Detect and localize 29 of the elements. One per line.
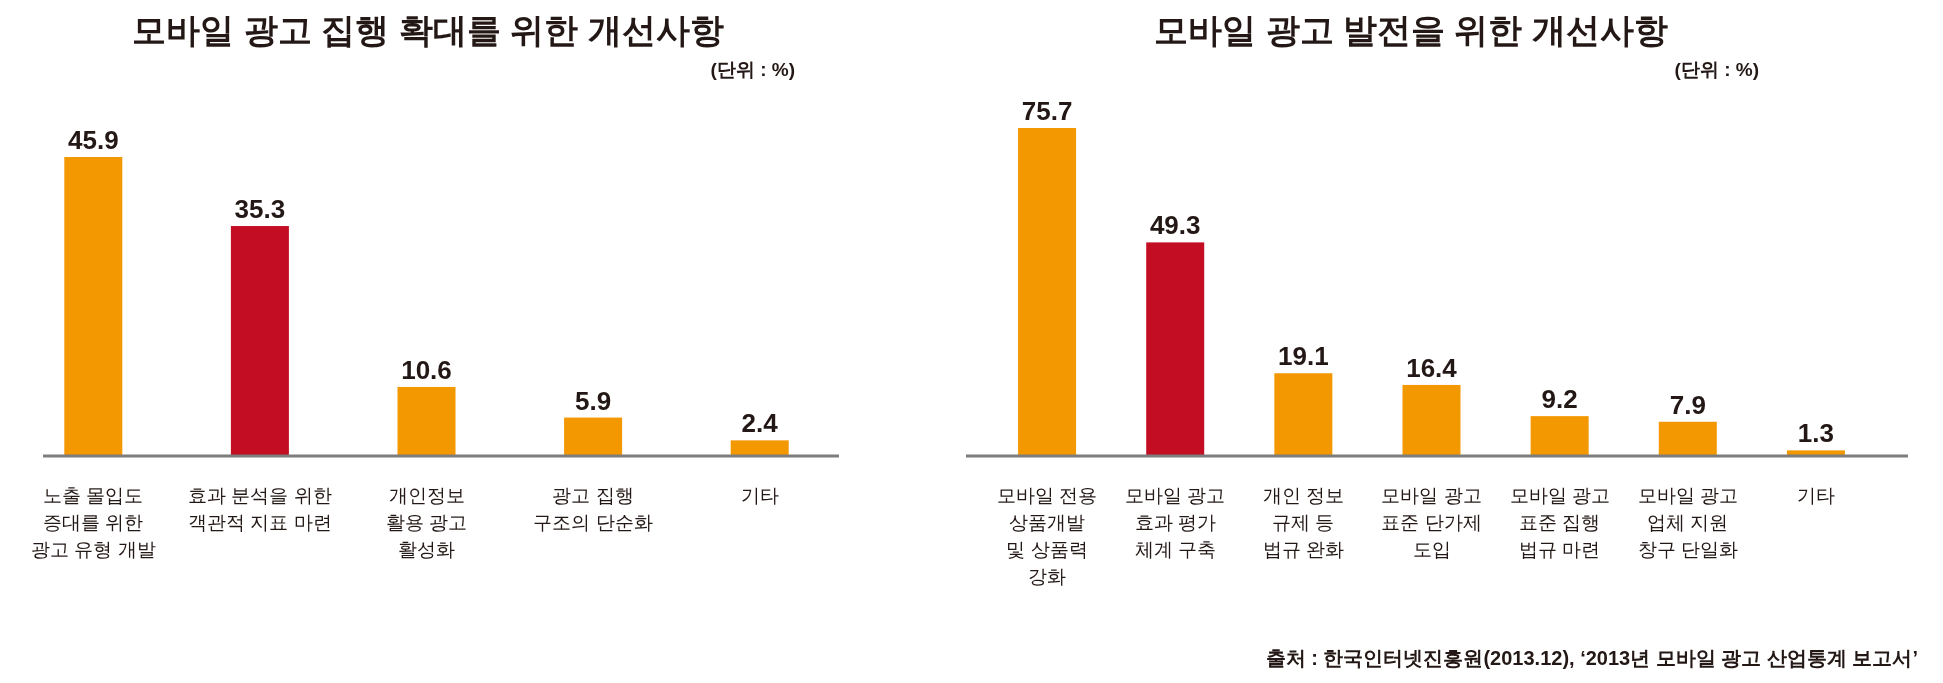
data-label: 1.3 — [1797, 418, 1835, 449]
x-tick-label: 기타 — [740, 485, 779, 506]
x-tick-label: 모바일 광고 표준 집행 법규 마련 — [1509, 485, 1610, 560]
x-tick-label: 노출 몰입도 증대를 위한 광고 유형 개발 — [31, 485, 156, 560]
text: (단위 : %) — [710, 59, 795, 80]
x-tick-label: 모바일 전용 상품개발 및 상품력 강화 — [996, 485, 1098, 587]
x-tick-label: 개인 정보 규제 등 법규 완화 — [1262, 485, 1344, 560]
text: (단위 : %) — [1674, 59, 1759, 80]
data-label: 75.7 — [1021, 96, 1073, 126]
chart-title: 모바일 광고 발전을 위한 개선사항 — [1154, 11, 1668, 49]
x-tick-label: 모바일 광고 표준 단가제 도입 — [1381, 485, 1482, 560]
data-label: 19.1 — [1278, 341, 1329, 372]
x-tick-label: 효과 분석을 위한 객관적 지표 마련 — [188, 485, 332, 533]
data-label: 49.3 — [1149, 210, 1201, 241]
x-tick-label: 개인정보 활용 광고 활성화 — [385, 485, 468, 560]
x-tick-label: 광고 집행 구조의 단순화 — [533, 485, 653, 533]
x-tick-label: 기타 — [1796, 485, 1835, 506]
data-label: 16.4 — [1406, 352, 1458, 383]
data-label: 10.6 — [401, 354, 452, 385]
data-label: 35.3 — [234, 194, 286, 225]
data-label: 2.4 — [741, 408, 779, 439]
data-label: 45.9 — [68, 125, 119, 155]
chart-title: 모바일 광고 집행 확대를 위한 개선사항 — [132, 11, 724, 49]
x-tick-label: 모바일 광고 업체 지원 창구 단일화 — [1637, 485, 1738, 560]
x-tick-label: 모바일 광고 효과 평가 체계 구축 — [1125, 485, 1226, 560]
data-label: 5.9 — [575, 385, 612, 416]
data-label: 9.2 — [1541, 384, 1578, 415]
data-label: 7.9 — [1669, 389, 1706, 420]
source-note: 출처 : 한국인터넷진흥원(2013.12), ‘2013년 모바일 광고 산업통계 보고서’ — [1265, 647, 1918, 669]
